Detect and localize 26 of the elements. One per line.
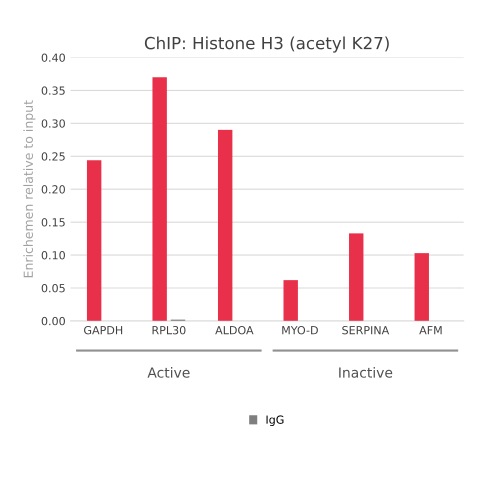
bar [152,77,167,321]
y-tick-label: 0.25 [42,152,65,161]
bar [86,160,102,321]
legend-label: IgG [266,415,284,426]
bar [414,253,429,321]
y-tick-label: 0.15 [42,218,65,227]
y-tick-label: 0.30 [42,119,65,128]
x-tick-label: RPL30 [152,326,186,334]
text: Active [147,367,190,378]
x-tick-label: ALDOA [215,326,254,334]
y-tick-label: 0.20 [42,185,65,194]
chart-title: ChIP: Histone H3 (acetyl K27) [144,36,389,53]
y-tick-label: 0.10 [42,251,65,260]
text: Inactive [339,367,392,378]
bar [218,130,232,321]
bar [284,280,298,321]
y-tick-label: 0.40 [42,53,65,62]
y-tick-label: 0.00 [42,316,65,326]
x-tick-label: GAPDH [84,326,122,334]
x-tick-label: MYO-D [282,326,318,334]
bar [349,233,364,321]
x-tick-label: SERPINA [342,326,390,334]
y-tick-label: 0.05 [42,284,65,292]
y-axis-title: Enrichemen relative to input [23,100,36,278]
y-tick-label: 0.35 [42,86,65,95]
x-tick-label: AFM [419,326,442,334]
